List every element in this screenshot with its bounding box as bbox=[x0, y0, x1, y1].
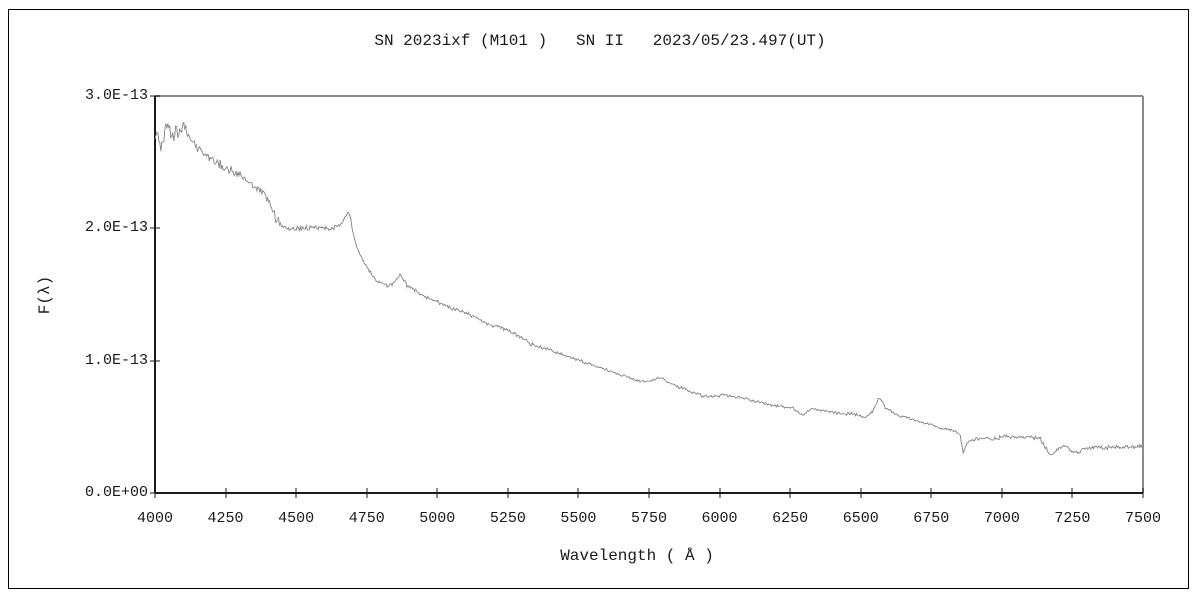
x-axis-title: Wavelength ( Å ) bbox=[560, 547, 714, 565]
y-tick-label: 2.0E-13 bbox=[84, 219, 148, 237]
x-tick-label: 4500 bbox=[278, 510, 315, 527]
x-tick-label: 7500 bbox=[1124, 510, 1161, 527]
x-tick-label: 6750 bbox=[913, 510, 950, 527]
x-tick-label: 5750 bbox=[630, 510, 667, 527]
x-tick-label: 5500 bbox=[560, 510, 597, 527]
x-tick-label: 5250 bbox=[489, 510, 526, 527]
y-tick-label: 0.0E+00 bbox=[84, 484, 148, 501]
x-tick-label: 5000 bbox=[419, 510, 456, 527]
x-tick-label: 6000 bbox=[701, 510, 738, 527]
x-tick-label: 7000 bbox=[983, 510, 1020, 527]
x-tick-label: 6500 bbox=[842, 510, 879, 527]
y-tick-label: 3.0E-13 bbox=[84, 87, 148, 104]
x-tick-label: 6250 bbox=[772, 510, 809, 527]
x-tick-label: 4000 bbox=[136, 510, 173, 527]
spectrum-line bbox=[154, 121, 1144, 456]
x-tick-label: 4250 bbox=[207, 510, 244, 527]
y-tick-label: 1.0E-13 bbox=[84, 351, 148, 369]
x-tick-label: 4750 bbox=[348, 510, 385, 527]
chart-title: SN 2023ixf (M101 ) SN II 2023/05/23.497(… bbox=[374, 32, 826, 50]
x-tick-label: 7250 bbox=[1054, 510, 1091, 527]
